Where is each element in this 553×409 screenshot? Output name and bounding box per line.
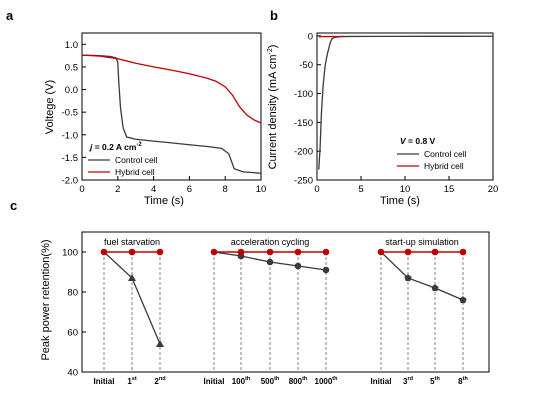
panel-a-series-control [81, 54, 262, 174]
panel-label-c: c [10, 198, 17, 213]
panel-a-xtick-label: 2 [115, 184, 120, 195]
panel-c-xtick-label: Initial [371, 377, 392, 386]
panel-b-ytick-label: -50 [299, 60, 313, 71]
panel-c-chart: Peak power retention(%) 100 80 60 40 fuel st… [40, 231, 490, 386]
panel-c-xtick-label: Initial [94, 377, 115, 386]
panel-b-xtick-label: 15 [444, 184, 455, 195]
panel-a-xtick-label: 0 [79, 184, 84, 195]
panel-c-group-title: acceleration cycling [231, 237, 310, 247]
panel-b-xtick-label: 5 [358, 184, 363, 195]
panel-b-xtick-label: 20 [488, 184, 499, 195]
panel-b-xtick-label: 10 [400, 184, 411, 195]
panel-b-series-control [318, 35, 494, 170]
panel-c-control-line [380, 251, 464, 301]
panel-a-ytick-label: 1.0 [65, 40, 78, 51]
panel-a-plot-frame [81, 32, 262, 181]
panel-c-xtick-label: 500th [261, 376, 280, 386]
panel-a-ytick-label: -2.0 [62, 176, 78, 187]
panel-c-hybrid-point [210, 248, 218, 256]
panel-c-hybrid-point [266, 248, 274, 256]
panel-c-ytick-label: 100 [62, 248, 78, 259]
panel-a-legend-label-hybrid: Hybrid cell [115, 167, 155, 177]
panel-c-group-title: start-up simulation [385, 237, 459, 247]
panel-c-ylabel: Peak power retention(%) [40, 239, 52, 360]
panel-c-plot-frame [81, 231, 490, 373]
panel-c-xtick-label: 3rd [403, 376, 413, 386]
panel-c-hybrid-point [404, 248, 412, 256]
panel-c-xtick-label: 8th [458, 376, 468, 386]
panel-c-xtick-label: Initial [204, 377, 225, 386]
panel-a-ytick-label: -1.5 [62, 153, 78, 164]
panel-b-ytick-label: -250 [294, 176, 313, 187]
panel-b-plot-frame [316, 32, 494, 181]
panel-b-ytick-label: -100 [294, 89, 313, 100]
panel-a-chart: Time (s) Voltege (V) j = 0.2 A cm-2 0 2 4 6… [44, 32, 267, 207]
panel-a-ytick-label: 0.0 [65, 85, 78, 96]
panel-c-hybrid-point [459, 248, 467, 256]
panel-c-control-point [431, 284, 439, 292]
panel-c-control-point [459, 296, 467, 304]
panel-b-ytick-label: -200 [294, 147, 313, 158]
panel-c-hybrid-point [156, 248, 164, 256]
panel-a-xtick-label: 6 [187, 184, 192, 195]
panel-b-xlabel: Time (s) [380, 195, 420, 207]
panel-a-series-hybrid [81, 54, 262, 124]
panel-c-hybrid-point [322, 248, 330, 256]
panel-c-xtick-label: 1000th [315, 376, 339, 386]
panel-b-xtick-label: 0 [314, 184, 319, 195]
panel-c-hybrid-point [128, 248, 136, 256]
panel-c-ytick-label: 80 [67, 288, 78, 299]
panel-c-control-point [266, 258, 274, 266]
panel-c-hybrid-point [431, 248, 439, 256]
panel-c-control-point [322, 266, 330, 274]
panel-c-group-title: fuel starvation [104, 237, 160, 247]
panel-a-xtick-label: 10 [256, 184, 267, 195]
panel-b-legend-label-control: Control cell [424, 149, 467, 159]
panel-a-annotation: j = 0.2 A cm-2 [89, 142, 142, 152]
panel-c-xtick-label: 100th [232, 376, 251, 386]
panel-b-ytick-label: -150 [294, 118, 313, 129]
panel-b-chart: Time (s) Current density (mA cm-2) V = 0… [267, 31, 498, 207]
panel-label-a: a [6, 8, 14, 23]
panel-c-control-point [404, 274, 412, 282]
panel-c-xtick-label: 5th [430, 376, 440, 386]
panel-c-control-point [294, 262, 302, 270]
panel-b-ylabel: Current density (mA cm-2) [267, 45, 279, 170]
panel-a-xtick-label: 8 [223, 184, 228, 195]
panel-c-hybrid-point [294, 248, 302, 256]
panel-c-ytick-label: 60 [67, 328, 78, 339]
panel-c-hybrid-point [377, 248, 385, 256]
panel-a-xtick-label: 4 [151, 184, 156, 195]
panel-a-ytick-label: -1.0 [62, 130, 78, 141]
panel-b-ytick-label: 0 [308, 31, 313, 42]
panel-c-xtick-label: 800th [289, 376, 308, 386]
panel-c-control-point [156, 340, 164, 347]
panel-c-hybrid-point [100, 248, 108, 256]
panel-c-hybrid-point [237, 248, 245, 256]
panel-label-b: b [270, 8, 278, 23]
panel-a-ytick-label: -0.5 [62, 108, 78, 119]
panel-b-annotation: V = 0.8 V [400, 136, 436, 146]
panel-c-xtick-label: 2nd [154, 376, 165, 386]
panel-c-control-point [128, 274, 136, 281]
panel-b-legend-label-hybrid: Hybrid cell [424, 161, 464, 171]
panel-a-xlabel: Time (s) [144, 195, 184, 207]
panel-a-ylabel: Voltege (V) [44, 80, 56, 134]
panel-c-xtick-label: 1st [127, 376, 137, 386]
panel-a-ytick-label: 0.5 [65, 62, 78, 73]
panel-c-ytick-label: 40 [67, 368, 78, 379]
panel-a-legend-label-control: Control cell [115, 155, 158, 165]
